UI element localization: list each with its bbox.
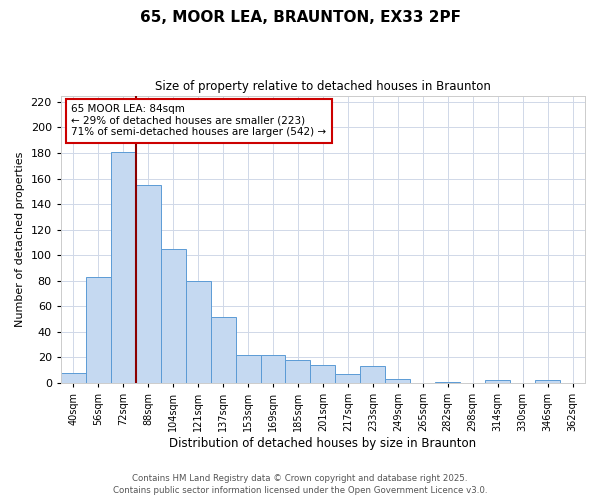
Bar <box>111 152 136 383</box>
Bar <box>361 366 385 383</box>
Text: Contains HM Land Registry data © Crown copyright and database right 2025.
Contai: Contains HM Land Registry data © Crown c… <box>113 474 487 495</box>
Text: 65, MOOR LEA, BRAUNTON, EX33 2PF: 65, MOOR LEA, BRAUNTON, EX33 2PF <box>139 10 461 25</box>
Bar <box>185 281 211 383</box>
Bar <box>161 249 185 383</box>
Bar <box>310 365 335 383</box>
Bar <box>61 373 86 383</box>
Y-axis label: Number of detached properties: Number of detached properties <box>15 152 25 327</box>
Bar <box>236 355 260 383</box>
Bar <box>335 374 361 383</box>
Bar <box>86 277 111 383</box>
Bar <box>260 355 286 383</box>
Bar <box>535 380 560 383</box>
Bar <box>286 360 310 383</box>
Bar <box>435 382 460 383</box>
X-axis label: Distribution of detached houses by size in Braunton: Distribution of detached houses by size … <box>169 437 476 450</box>
Bar <box>211 316 236 383</box>
Bar <box>385 379 410 383</box>
Bar <box>136 185 161 383</box>
Text: 65 MOOR LEA: 84sqm
← 29% of detached houses are smaller (223)
71% of semi-detach: 65 MOOR LEA: 84sqm ← 29% of detached hou… <box>71 104 326 138</box>
Title: Size of property relative to detached houses in Braunton: Size of property relative to detached ho… <box>155 80 491 93</box>
Bar <box>485 380 510 383</box>
